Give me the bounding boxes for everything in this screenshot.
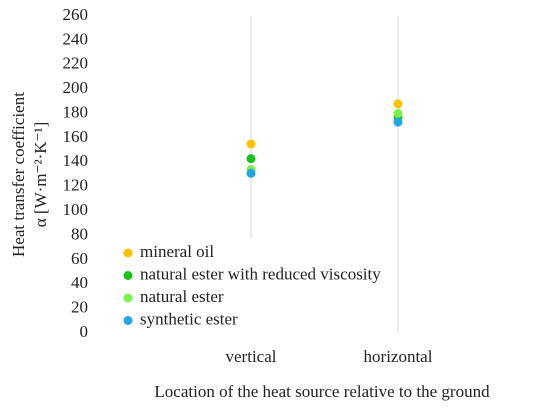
legend-label: mineral oil: [140, 242, 214, 261]
y-tick-label: 160: [63, 127, 89, 146]
legend-marker: [123, 293, 133, 303]
y-tick-label: 100: [63, 200, 89, 219]
y-tick-label: 180: [63, 102, 89, 121]
legend-marker: [123, 316, 133, 325]
legend-label: synthetic ester: [140, 309, 238, 328]
y-tick-label: 60: [71, 249, 88, 268]
point: [393, 109, 403, 119]
legend-box: [112, 238, 332, 338]
y-tick-label: 260: [63, 5, 89, 24]
y-axis-title-line: Heat transfer coefficient: [9, 92, 28, 257]
point: [393, 99, 403, 109]
legend-label: natural ester with reduced viscosity: [140, 264, 381, 283]
y-axis-title: Heat transfer coefficient α [W·m⁻²·K⁻¹]: [9, 92, 50, 257]
y-axis-title-line: α [W·m⁻²·K⁻¹]: [31, 122, 50, 228]
x-tick-label: horizontal: [364, 347, 433, 366]
point: [246, 168, 256, 178]
y-tick-label: 140: [63, 151, 89, 170]
legend-marker: [123, 248, 133, 258]
x-axis-title: Location of the heat source relative to …: [154, 382, 490, 401]
y-tick-label: 240: [63, 29, 89, 48]
y-tick-label: 40: [71, 273, 88, 292]
point: [246, 139, 256, 149]
point: [393, 117, 403, 127]
legend-marker: [123, 271, 133, 280]
y-tick-label: 20: [71, 298, 88, 317]
y-tick-label: 0: [80, 322, 89, 341]
y-tick-label: 120: [63, 176, 89, 195]
y-tick-label: 80: [71, 224, 88, 243]
point: [246, 154, 256, 164]
x-tick-label: vertical: [226, 347, 277, 366]
y-tick-label: 200: [63, 78, 89, 97]
y-tick-label: 220: [63, 54, 89, 73]
legend-label: natural ester: [140, 287, 224, 306]
